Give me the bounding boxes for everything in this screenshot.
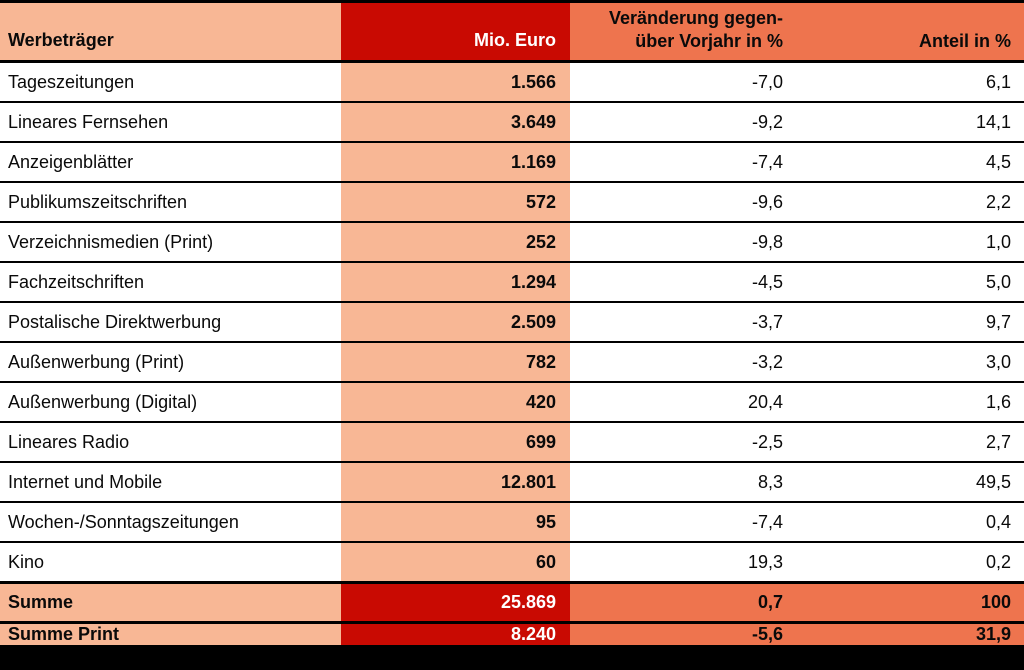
row-label: Summe Print (0, 624, 341, 645)
row-label: Postalische Direktwerbung (0, 303, 341, 341)
row-change-pct-value: -4,5 (570, 263, 796, 301)
row-mio-euro-value: 3.649 (341, 103, 570, 141)
row-change-pct-value: 20,4 (570, 383, 796, 421)
row-mio-euro-value: 572 (341, 183, 570, 221)
row-change-pct-value: -9,8 (570, 223, 796, 261)
row-label: Summe (0, 584, 341, 621)
row-label: Anzeigenblätter (0, 143, 341, 181)
row-share-pct-value: 31,9 (796, 624, 1024, 645)
row-mio-euro-value: 1.169 (341, 143, 570, 181)
row-change-pct-value: -2,5 (570, 423, 796, 461)
row-change-pct-value: 0,7 (570, 584, 796, 621)
row-label: Fachzeitschriften (0, 263, 341, 301)
header-mio-euro: Mio. Euro (341, 3, 570, 60)
row-share-pct-value: 3,0 (796, 343, 1024, 381)
table-row: Lineares Fernsehen 3.649 -9,2 14,1 (0, 103, 1024, 143)
table-row: Internet und Mobile 12.801 8,3 49,5 (0, 463, 1024, 503)
header-werbetraeger: Werbeträger (0, 3, 341, 60)
row-change-pct-value: -9,6 (570, 183, 796, 221)
table-summary: Summe 25.869 0,7 100 Summe Print 8.240 -… (0, 584, 1024, 645)
table-row: Tageszeitungen 1.566 -7,0 6,1 (0, 63, 1024, 103)
table-row: Kino 60 19,3 0,2 (0, 543, 1024, 584)
row-label: Lineares Fernsehen (0, 103, 341, 141)
table-row: Außenwerbung (Print) 782 -3,2 3,0 (0, 343, 1024, 383)
row-share-pct-value: 14,1 (796, 103, 1024, 141)
row-change-pct-value: -7,4 (570, 503, 796, 541)
row-share-pct-value: 2,2 (796, 183, 1024, 221)
header-veraenderung-vorjahr: Veränderung gegen- über Vorjahr in % (570, 3, 796, 60)
row-label: Lineares Radio (0, 423, 341, 461)
row-label: Internet und Mobile (0, 463, 341, 501)
row-share-pct-value: 4,5 (796, 143, 1024, 181)
table-header-row: Werbeträger Mio. Euro Veränderung gegen-… (0, 3, 1024, 63)
row-label: Kino (0, 543, 341, 581)
row-mio-euro-value: 2.509 (341, 303, 570, 341)
header-anteil: Anteil in % (796, 3, 1024, 60)
row-label: Wochen-/Sonntagszeitungen (0, 503, 341, 541)
row-mio-euro-value: 699 (341, 423, 570, 461)
row-share-pct-value: 1,6 (796, 383, 1024, 421)
row-mio-euro-value: 12.801 (341, 463, 570, 501)
row-share-pct-value: 9,7 (796, 303, 1024, 341)
row-mio-euro-value: 60 (341, 543, 570, 581)
row-share-pct-value: 49,5 (796, 463, 1024, 501)
row-share-pct-value: 2,7 (796, 423, 1024, 461)
row-label: Tageszeitungen (0, 63, 341, 101)
row-mio-euro-value: 252 (341, 223, 570, 261)
row-mio-euro-value: 1.566 (341, 63, 570, 101)
row-label: Verzeichnismedien (Print) (0, 223, 341, 261)
table-row: Postalische Direktwerbung 2.509 -3,7 9,7 (0, 303, 1024, 343)
table-row: Wochen-/Sonntagszeitungen 95 -7,4 0,4 (0, 503, 1024, 543)
row-mio-euro-value: 1.294 (341, 263, 570, 301)
row-mio-euro-value: 420 (341, 383, 570, 421)
row-change-pct-value: -7,0 (570, 63, 796, 101)
row-share-pct-value: 5,0 (796, 263, 1024, 301)
row-change-pct-value: 8,3 (570, 463, 796, 501)
row-change-pct-value: -5,6 (570, 624, 796, 645)
row-change-pct-value: 19,3 (570, 543, 796, 581)
row-label: Publikumszeitschriften (0, 183, 341, 221)
row-share-pct-value: 0,4 (796, 503, 1024, 541)
row-share-pct-value: 100 (796, 584, 1024, 621)
table-body: Tageszeitungen 1.566 -7,0 6,1 Lineares F… (0, 63, 1024, 584)
row-mio-euro-value: 25.869 (341, 584, 570, 621)
table-row: Lineares Radio 699 -2,5 2,7 (0, 423, 1024, 463)
row-share-pct-value: 0,2 (796, 543, 1024, 581)
table-row: Publikumszeitschriften 572 -9,6 2,2 (0, 183, 1024, 223)
table-row: Verzeichnismedien (Print) 252 -9,8 1,0 (0, 223, 1024, 263)
row-change-pct-value: -7,4 (570, 143, 796, 181)
table-row: Fachzeitschriften 1.294 -4,5 5,0 (0, 263, 1024, 303)
row-label: Außenwerbung (Print) (0, 343, 341, 381)
row-label: Außenwerbung (Digital) (0, 383, 341, 421)
row-share-pct-value: 6,1 (796, 63, 1024, 101)
row-change-pct-value: -3,2 (570, 343, 796, 381)
row-change-pct-value: -3,7 (570, 303, 796, 341)
table-row: Summe 25.869 0,7 100 (0, 584, 1024, 624)
row-mio-euro-value: 95 (341, 503, 570, 541)
table-row: Außenwerbung (Digital) 420 20,4 1,6 (0, 383, 1024, 423)
table-row: Anzeigenblätter 1.169 -7,4 4,5 (0, 143, 1024, 183)
row-mio-euro-value: 782 (341, 343, 570, 381)
row-share-pct-value: 1,0 (796, 223, 1024, 261)
row-mio-euro-value: 8.240 (341, 624, 570, 645)
table-row: Summe Print 8.240 -5,6 31,9 (0, 624, 1024, 645)
row-change-pct-value: -9,2 (570, 103, 796, 141)
